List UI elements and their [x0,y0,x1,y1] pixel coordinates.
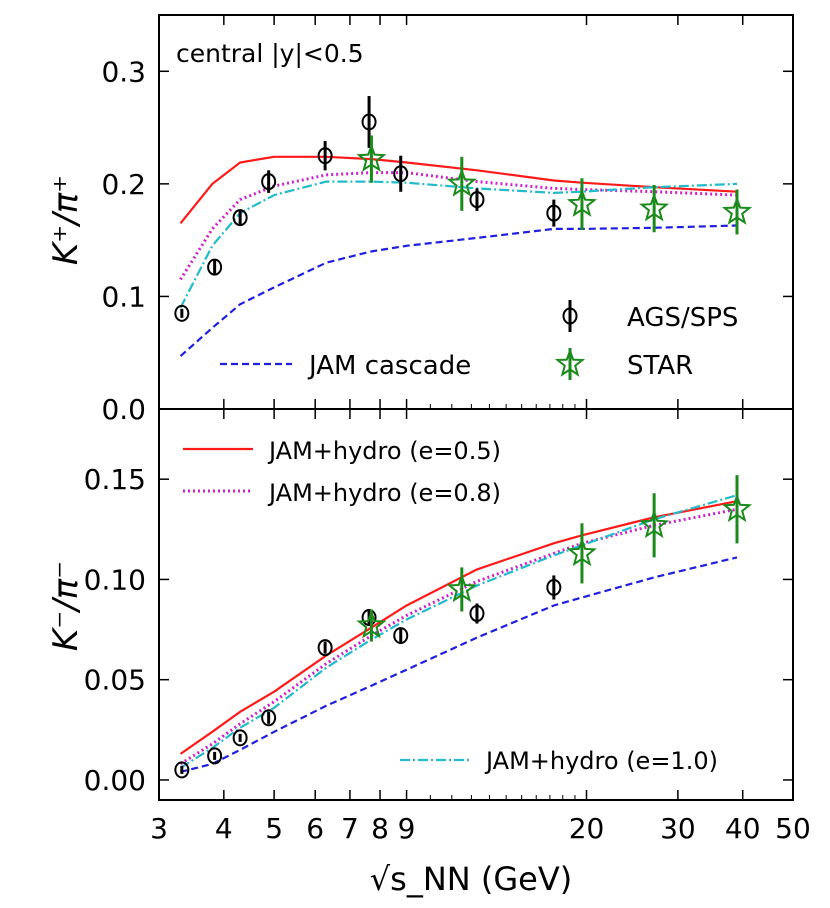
top-star-point [639,192,670,222]
top-ags-sps-point [469,191,485,209]
bottom-y-tick-label: 0.10 [84,563,146,596]
x-axis-label: √s_NN (GeV) [370,860,572,898]
bottom-y-axis-label: K⁻/π⁻ [46,561,86,651]
top-y-tick-label: 0.3 [101,55,146,88]
bottom-ags-sps-point [207,747,223,765]
x-tick-label: 3 [150,812,168,845]
legends: JAM cascade AGS/SPS STAR JAM+hydro (e=0.… [183,300,738,775]
top-ags-sps-point [232,209,248,227]
legend-hydro-05-label: JAM+hydro (e=0.5) [267,437,501,465]
legend-star-icon [554,348,586,377]
legend-ags-sps-marker [562,300,578,332]
x-tick-label: 4 [215,812,233,845]
bottom-jam-hydro-10-line [179,494,738,769]
legend-ags-sps-label: AGS/SPS [627,303,738,333]
top-star-point [721,196,753,225]
bottom-star-point [639,509,670,539]
top-ags-sps-point [546,204,562,222]
bottom-star-point [721,493,753,523]
top-ags-sps-point [207,258,223,276]
top-star-point [566,188,597,217]
top-panel-frame [158,14,794,410]
top-jam-hydro-10-line [179,180,738,309]
top-ags-sps-point [261,173,277,191]
top-ags-sps-point [174,304,190,322]
x-tick-label: 20 [569,812,605,845]
x-tick-label: 7 [341,812,359,845]
bottom-ags-sps-point [232,729,248,747]
bottom-y-tick-label: 0.00 [84,764,146,797]
x-tick-label: 50 [775,812,811,845]
top-ags-sps-point [361,113,377,131]
bottom-ags-sps-point [361,609,377,627]
top-star-point [446,168,477,197]
bottom-y-tick-label: 0.15 [84,463,146,496]
x-tick-label: 30 [660,812,696,845]
legend-jam-cascade-label: JAM cascade [307,351,471,381]
bottom-star-point [566,537,597,567]
top-jam-hydro-05-line [179,155,738,224]
x-tick-label: 40 [725,812,761,845]
bottom-ags-sps-point [469,605,485,623]
top-y-tick-label: 0.2 [101,168,146,201]
bottom-ags-sps-point [317,639,333,657]
top-jam-cascade-line [179,224,738,357]
top-panel-data [174,96,753,357]
top-star-point [356,143,387,172]
bottom-ags-sps-point [261,709,277,727]
axis-ticks: 0.0 0.1 0.2 0.3 0.00 0.05 0.10 0.15 3 4 5 6 7 8 9 20 30 4… [84,15,811,845]
legend-hydro-08-label: JAM+hydro (e=0.8) [267,479,501,507]
x-tick-label: 8 [371,812,389,845]
top-ags-sps-point [393,165,409,183]
legend-hydro-10-label: JAM+hydro (e=1.0) [484,747,718,775]
top-y-tick-label: 0.1 [101,280,146,313]
x-tick-label: 5 [265,812,283,845]
bottom-star-point [356,609,387,639]
x-tick-label: 6 [306,812,324,845]
bottom-ags-sps-point [393,627,409,645]
bottom-star-point [446,573,477,603]
legend-star-label: STAR [627,351,693,381]
bottom-jam-cascade-line [180,556,738,773]
top-panel-annotation: central |y|<0.5 [176,39,364,68]
bottom-ags-sps-point [174,761,190,779]
top-y-axis-label: K⁺/π⁺ [46,175,86,265]
x-tick-label: 9 [398,812,416,845]
bottom-jam-hydro-05-line [179,500,738,755]
bottom-jam-hydro-08-line [179,507,738,766]
bottom-y-tick-label: 0.05 [84,664,146,697]
top-y-tick-label: 0.0 [101,393,146,426]
bottom-panel-frame [158,408,794,801]
top-ags-sps-point [317,147,333,165]
bottom-ags-sps-point [546,578,562,596]
legend-star-marker [554,348,586,380]
bottom-panel-data [174,475,753,779]
